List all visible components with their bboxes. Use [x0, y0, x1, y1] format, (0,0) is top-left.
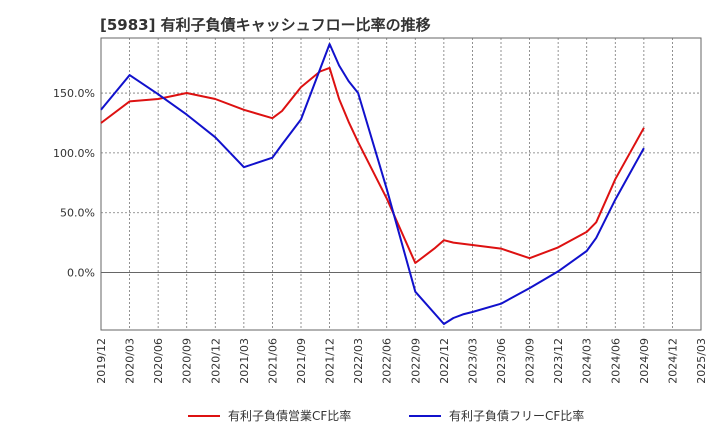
- x-tick-label: 2021/12: [324, 338, 337, 384]
- x-tick-label: 2025/03: [695, 338, 708, 384]
- series-line-2: [100, 43, 645, 325]
- x-tick-label: 2022/03: [352, 338, 365, 384]
- x-tick-label: 2024/03: [581, 338, 594, 384]
- x-tick-label: 2022/09: [409, 338, 422, 384]
- x-tick-label: 2020/06: [152, 338, 165, 384]
- y-tick-label: 150.0%: [53, 87, 95, 100]
- x-tick-label: 2022/12: [438, 338, 451, 384]
- x-tick-label: 2024/12: [666, 338, 679, 384]
- x-tick-label: 2020/03: [124, 338, 137, 384]
- x-tick-label: 2023/06: [495, 338, 508, 384]
- x-axis-ticks: 2019/12 2020/03 2020/06 2020/09 2020/12 2021/…: [95, 338, 708, 384]
- legend: 有利子負債営業CF比率 有利子負債フリーCF比率: [188, 408, 584, 423]
- y-tick-label: 0.0%: [67, 267, 95, 280]
- x-tick-label: 2022/06: [381, 338, 394, 384]
- x-tick-label: 2024/09: [638, 338, 651, 384]
- legend-label-1: 有利子負債営業CF比率: [228, 408, 351, 423]
- x-tick-label: 2021/09: [295, 338, 308, 384]
- y-tick-label: 50.0%: [60, 207, 95, 220]
- x-tick-label: 2021/03: [238, 338, 251, 384]
- legend-label-2: 有利子負債フリーCF比率: [449, 408, 584, 423]
- x-tick-label: 2021/06: [266, 338, 279, 384]
- grid: [101, 38, 701, 330]
- x-tick-label: 2019/12: [95, 338, 108, 384]
- plot-area-frame: [100, 37, 702, 331]
- x-tick-label: 2023/12: [552, 338, 565, 384]
- x-tick-label: 2020/09: [181, 338, 194, 384]
- x-tick-label: 2020/12: [209, 338, 222, 384]
- y-axis-ticks: 0.0% 50.0% 100.0% 150.0%: [53, 87, 95, 280]
- x-tick-label: 2024/06: [609, 338, 622, 384]
- y-tick-label: 100.0%: [53, 147, 95, 160]
- series-lines: [100, 43, 645, 325]
- series-line-1: [100, 66, 645, 264]
- x-tick-label: 2023/09: [524, 338, 537, 384]
- x-tick-label: 2023/03: [466, 338, 479, 384]
- chart-title: [5983] 有利子負債キャッシュフロー比率の推移: [100, 16, 431, 34]
